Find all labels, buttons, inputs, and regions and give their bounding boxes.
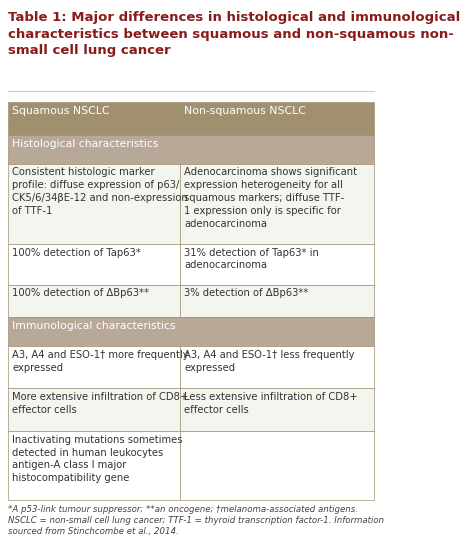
Bar — [180, 346, 374, 388]
Bar — [8, 388, 180, 431]
Text: 3% detection of ΔBp63**: 3% detection of ΔBp63** — [184, 289, 309, 299]
Bar — [180, 244, 374, 285]
Text: Squamous NSCLC: Squamous NSCLC — [12, 106, 109, 116]
Bar — [8, 346, 180, 388]
Bar — [180, 388, 374, 431]
Text: Histological characteristics: Histological characteristics — [12, 139, 159, 149]
Text: Inactivating mutations sometimes
detected in human leukocytes
antigen-A class I : Inactivating mutations sometimes detecte… — [12, 435, 182, 483]
Bar — [8, 102, 180, 135]
Text: 31% detection of Tap63* in
adenocarcinoma: 31% detection of Tap63* in adenocarcinom… — [184, 248, 319, 270]
Text: A3, A4 and ESO-1† more frequently
expressed: A3, A4 and ESO-1† more frequently expres… — [12, 350, 189, 373]
Bar — [180, 102, 374, 135]
Text: Consistent histologic marker
profile: diffuse expression of p63/
CK5/6/34βE-12 a: Consistent histologic marker profile: di… — [12, 168, 188, 216]
Bar — [8, 285, 180, 317]
Bar — [8, 244, 180, 285]
Text: A3, A4 and ESO-1† less frequently
expressed: A3, A4 and ESO-1† less frequently expres… — [184, 350, 355, 373]
Text: Table 1: Major differences in histological and immunological
characteristics bet: Table 1: Major differences in histologic… — [8, 11, 460, 57]
Text: More extensive infiltration of CD8+
effector cells: More extensive infiltration of CD8+ effe… — [12, 392, 189, 415]
Text: Less extensive infiltration of CD8+
effector cells: Less extensive infiltration of CD8+ effe… — [184, 392, 358, 415]
Bar — [8, 317, 374, 346]
Text: Immunological characteristics: Immunological characteristics — [12, 321, 176, 331]
Text: *A p53-link tumour suppressor; **an oncogene; †melanoma-associated antigens.
NSC: *A p53-link tumour suppressor; **an onco… — [8, 505, 384, 536]
Text: 100% detection of Tap63*: 100% detection of Tap63* — [12, 248, 141, 258]
Text: Non-squamous NSCLC: Non-squamous NSCLC — [184, 106, 306, 116]
Bar — [180, 285, 374, 317]
Text: Adenocarcinoma shows significant
expression heterogeneity for all
squamous marke: Adenocarcinoma shows significant express… — [184, 168, 357, 229]
Text: 100% detection of ΔBp63**: 100% detection of ΔBp63** — [12, 289, 149, 299]
Bar — [8, 135, 374, 164]
